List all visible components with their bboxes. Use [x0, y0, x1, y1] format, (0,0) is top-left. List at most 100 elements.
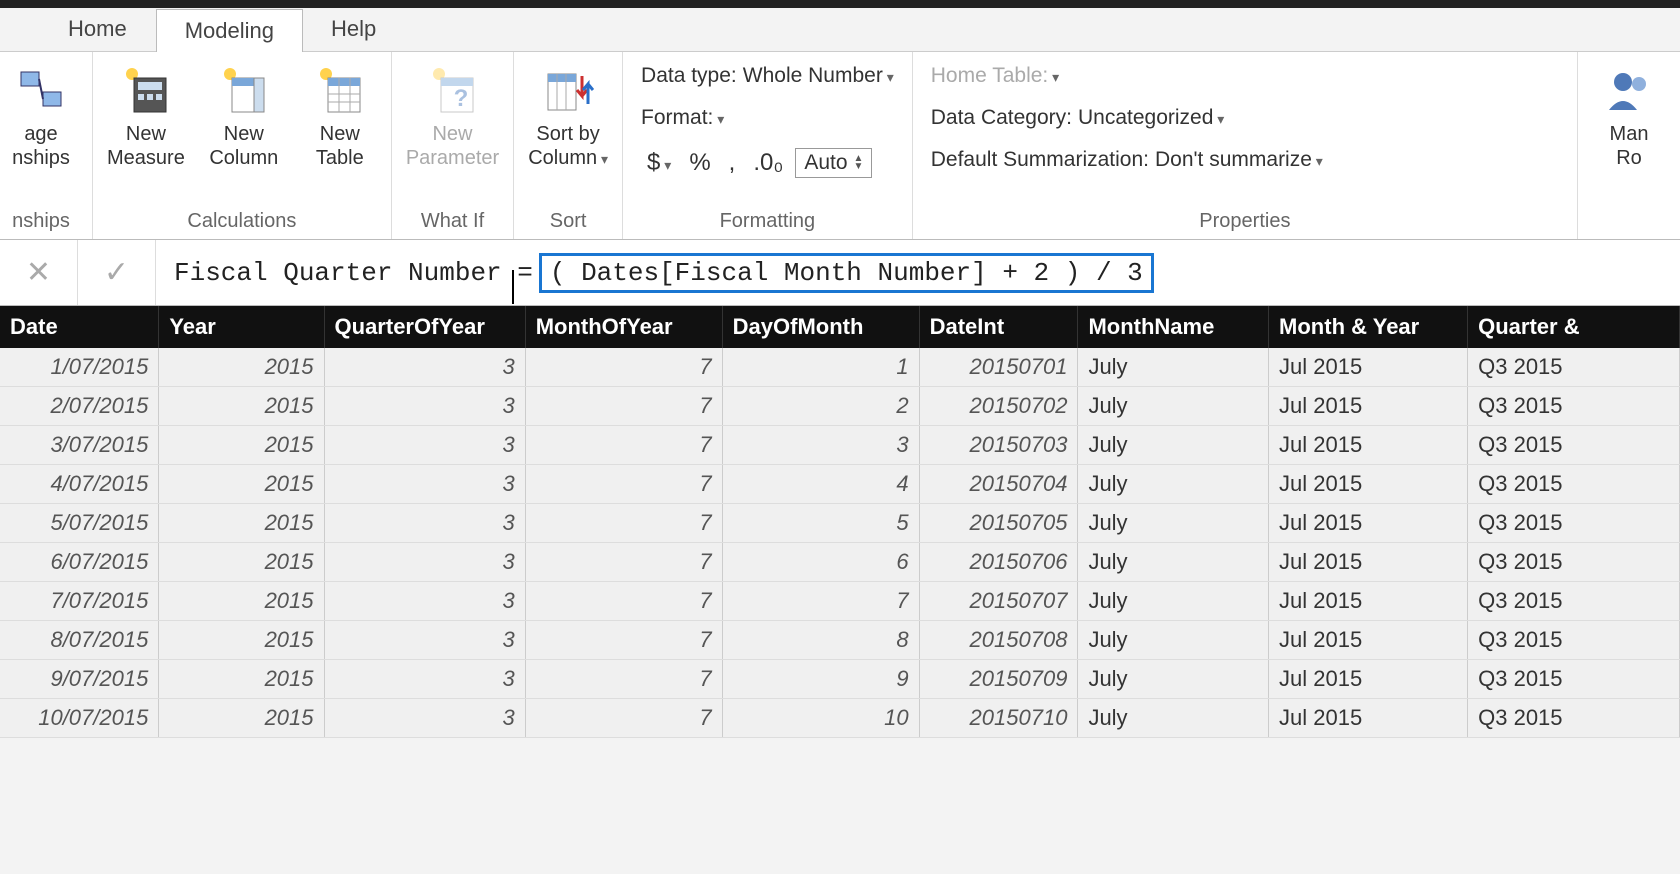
- ribbon: agenships nships NewMeasure NewColumn: [0, 52, 1680, 240]
- table-cell: Q3 2015: [1468, 426, 1680, 465]
- decimal-places-value: Auto: [804, 151, 847, 175]
- table-cell: Jul 2015: [1269, 621, 1468, 660]
- table-cell: 20150703: [919, 426, 1078, 465]
- table-cell: 2: [722, 387, 919, 426]
- column-header[interactable]: Month & Year: [1269, 306, 1468, 348]
- tab-home[interactable]: Home: [40, 8, 156, 51]
- table-cell: July: [1078, 387, 1269, 426]
- tab-modeling[interactable]: Modeling: [156, 9, 303, 52]
- sort-by-column-button[interactable]: Sort byColumn: [524, 58, 612, 171]
- new-column-l2: Column: [209, 147, 278, 169]
- manage-relationships-button[interactable]: agenships: [0, 58, 82, 170]
- table-cell: 20150709: [919, 660, 1078, 699]
- column-header[interactable]: MonthName: [1078, 306, 1269, 348]
- decimal-places-input[interactable]: Auto ▲▼: [795, 148, 872, 178]
- formula-bar: ✕ ✓ Fiscal Quarter Number = ( Dates[Fisc…: [0, 240, 1680, 306]
- table-row[interactable]: 6/07/2015201537620150706JulyJul 2015Q3 2…: [0, 543, 1680, 582]
- table-cell: 10/07/2015: [0, 699, 159, 738]
- new-table-l2: Table: [316, 147, 364, 169]
- new-table-l1: New: [320, 123, 360, 145]
- column-header[interactable]: Quarter &: [1468, 306, 1680, 348]
- spinner-icon[interactable]: ▲▼: [854, 155, 864, 171]
- currency-button[interactable]: $: [641, 149, 677, 177]
- new-measure-button[interactable]: NewMeasure: [103, 58, 189, 170]
- column-header[interactable]: QuarterOfYear: [324, 306, 525, 348]
- table-cell: 2015: [159, 582, 324, 621]
- default-summarization-value: Don't summarize: [1155, 148, 1323, 172]
- table-row[interactable]: 8/07/2015201537820150708JulyJul 2015Q3 2…: [0, 621, 1680, 660]
- default-summarization-dropdown[interactable]: Default Summarization: Don't summarize: [931, 148, 1559, 172]
- table-cell: 8/07/2015: [0, 621, 159, 660]
- group-relationships-label: nships: [0, 206, 82, 239]
- manage-relationships-l2: nships: [12, 147, 70, 169]
- cancel-formula-button[interactable]: ✕: [0, 240, 78, 305]
- table-cell: 2015: [159, 699, 324, 738]
- table-cell: 20150705: [919, 504, 1078, 543]
- file-tab-stub: [0, 8, 40, 51]
- commit-formula-button[interactable]: ✓: [78, 240, 156, 305]
- group-calculations-label: Calculations: [103, 206, 381, 239]
- new-measure-l2: Measure: [107, 147, 185, 169]
- home-table-dropdown[interactable]: Home Table:: [931, 64, 1559, 88]
- table-row[interactable]: 1/07/2015201537120150701JulyJul 2015Q3 2…: [0, 348, 1680, 387]
- group-formatting-label: Formatting: [633, 206, 902, 239]
- percent-button[interactable]: %: [683, 149, 716, 177]
- table-cell: 3: [324, 426, 525, 465]
- column-header[interactable]: MonthOfYear: [525, 306, 722, 348]
- manage-roles-button[interactable]: ManRo: [1588, 58, 1670, 170]
- manage-relationships-l1: age: [24, 123, 57, 145]
- default-summarization-label: Default Summarization:: [931, 148, 1149, 172]
- table-cell: Jul 2015: [1269, 348, 1468, 387]
- column-header[interactable]: Year: [159, 306, 324, 348]
- table-cell: 3: [324, 504, 525, 543]
- table-cell: Q3 2015: [1468, 582, 1680, 621]
- table-cell: Jul 2015: [1269, 699, 1468, 738]
- table-cell: July: [1078, 543, 1269, 582]
- column-header[interactable]: DayOfMonth: [722, 306, 919, 348]
- home-table-label: Home Table:: [931, 64, 1059, 88]
- new-measure-icon: [118, 62, 174, 118]
- table-cell: 7: [525, 465, 722, 504]
- new-table-button[interactable]: NewTable: [299, 58, 381, 170]
- table-cell: 7: [525, 426, 722, 465]
- table-row[interactable]: 7/07/2015201537720150707JulyJul 2015Q3 2…: [0, 582, 1680, 621]
- datatype-dropdown[interactable]: Data type: Whole Number: [641, 64, 894, 88]
- group-security-label: [1588, 206, 1670, 239]
- format-dropdown[interactable]: Format:: [641, 106, 894, 130]
- sortby-l1: Sort by: [536, 123, 599, 145]
- table-cell: 9/07/2015: [0, 660, 159, 699]
- column-header[interactable]: Date: [0, 306, 159, 348]
- table-cell: 5: [722, 504, 919, 543]
- new-parameter-button[interactable]: ? NewParameter: [402, 58, 503, 170]
- text-cursor: [512, 270, 514, 304]
- table-row[interactable]: 4/07/2015201537420150704JulyJul 2015Q3 2…: [0, 465, 1680, 504]
- datatype-label: Data type:: [641, 64, 737, 88]
- table-row[interactable]: 5/07/2015201537520150705JulyJul 2015Q3 2…: [0, 504, 1680, 543]
- table-cell: 3: [324, 660, 525, 699]
- table-cell: Jul 2015: [1269, 465, 1468, 504]
- column-header[interactable]: DateInt: [919, 306, 1078, 348]
- table-row[interactable]: 9/07/2015201537920150709JulyJul 2015Q3 2…: [0, 660, 1680, 699]
- title-bar: [0, 0, 1680, 8]
- table-cell: Q3 2015: [1468, 504, 1680, 543]
- table-row[interactable]: 10/07/20152015371020150710JulyJul 2015Q3…: [0, 699, 1680, 738]
- formula-input[interactable]: Fiscal Quarter Number = ( Dates[Fiscal M…: [156, 240, 1680, 305]
- table-cell: 2/07/2015: [0, 387, 159, 426]
- table-cell: 2015: [159, 621, 324, 660]
- table-cell: July: [1078, 660, 1269, 699]
- table-row[interactable]: 3/07/2015201537320150703JulyJul 2015Q3 2…: [0, 426, 1680, 465]
- data-category-dropdown[interactable]: Data Category: Uncategorized: [931, 106, 1559, 130]
- new-column-button[interactable]: NewColumn: [203, 58, 285, 170]
- table-cell: 7: [525, 699, 722, 738]
- thousands-button[interactable]: ,: [723, 149, 742, 177]
- group-sort-label: Sort: [524, 206, 612, 239]
- table-cell: 2015: [159, 504, 324, 543]
- decimal-button[interactable]: .0₀: [747, 149, 789, 177]
- datatype-value: Whole Number: [743, 64, 894, 88]
- table-cell: 6: [722, 543, 919, 582]
- tab-help[interactable]: Help: [303, 8, 405, 51]
- group-properties-label: Properties: [923, 206, 1567, 239]
- table-row[interactable]: 2/07/2015201537220150702JulyJul 2015Q3 2…: [0, 387, 1680, 426]
- table-cell: Q3 2015: [1468, 387, 1680, 426]
- new-parameter-icon: ?: [425, 62, 481, 118]
